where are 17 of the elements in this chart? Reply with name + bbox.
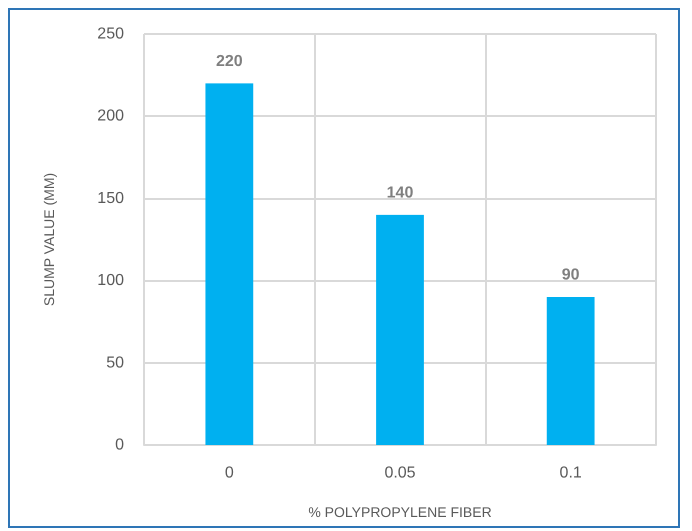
- x-axis-title: % POLYPROPYLENE FIBER: [308, 504, 492, 520]
- bar: [546, 297, 595, 445]
- data-label: 220: [216, 52, 243, 70]
- y-tick-label: 150: [97, 190, 124, 207]
- y-tick-label: 250: [97, 26, 124, 42]
- y-axis-title: SLUMP VALUE (MM): [41, 172, 57, 306]
- data-label: 90: [562, 266, 580, 284]
- bar: [376, 214, 424, 445]
- y-tick-label: 0: [115, 436, 124, 454]
- data-label: 140: [386, 184, 414, 202]
- x-tick-label: 0: [224, 464, 234, 482]
- bar: [205, 83, 254, 445]
- y-tick-label: 100: [97, 272, 124, 290]
- x-tick-label: 0.1: [560, 464, 582, 482]
- y-tick-label: 50: [106, 354, 124, 372]
- x-tick-label: 0.05: [384, 464, 416, 482]
- y-tick-label: 200: [97, 108, 124, 125]
